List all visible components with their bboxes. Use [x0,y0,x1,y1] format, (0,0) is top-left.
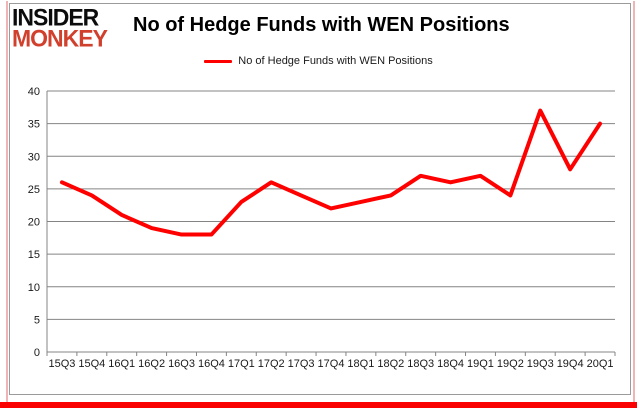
x-tick-label: 17Q4 [318,358,345,370]
x-tick-label: 16Q1 [108,358,135,370]
x-tick-label: 16Q4 [198,358,225,370]
y-tick-label: 10 [28,282,40,294]
x-tick-label: 18Q4 [437,358,464,370]
x-tick-label: 18Q1 [347,358,374,370]
chart-frame [9,3,631,395]
x-tick-label: 17Q2 [258,358,285,370]
y-tick-label: 25 [28,184,40,196]
y-tick-label: 5 [34,314,40,326]
card-border-bottom [0,402,637,408]
x-tick-label: 19Q3 [527,358,554,370]
y-tick-label: 30 [28,151,40,163]
insider-monkey-logo: INSIDER MONKEY [12,3,108,52]
legend-label: No of Hedge Funds with WEN Positions [238,55,433,67]
x-tick-label: 16Q3 [168,358,195,370]
page-title: No of Hedge Funds with WEN Positions [133,14,510,36]
x-tick-label: 20Q1 [587,358,614,370]
x-tick-label: 19Q4 [557,358,584,370]
y-tick-label: 0 [34,347,40,359]
x-tick-label: 18Q3 [407,358,434,370]
legend-line-swatch [204,59,233,63]
x-tick-label: 16Q2 [138,358,165,370]
x-tick-label: 15Q4 [78,358,105,370]
y-tick-label: 15 [28,249,40,261]
x-tick-label: 19Q1 [467,358,494,370]
x-tick-label: 18Q2 [377,358,404,370]
y-tick-label: 35 [28,119,40,131]
x-tick-label: 17Q3 [288,358,315,370]
logo-insider-text: INSIDER [12,3,99,31]
chart-legend: No of Hedge Funds with WEN Positions [0,55,637,67]
card-border-left [6,1,8,402]
data-series-line [59,108,603,237]
card-border-right [633,1,635,402]
y-tick-label: 20 [28,217,40,229]
y-tick-label: 40 [28,86,40,98]
logo-monkey-text: MONKEY [12,24,108,52]
x-tick-label: 19Q2 [497,358,524,370]
x-tick-label: 17Q1 [228,358,255,370]
x-tick-label: 15Q3 [48,358,75,370]
